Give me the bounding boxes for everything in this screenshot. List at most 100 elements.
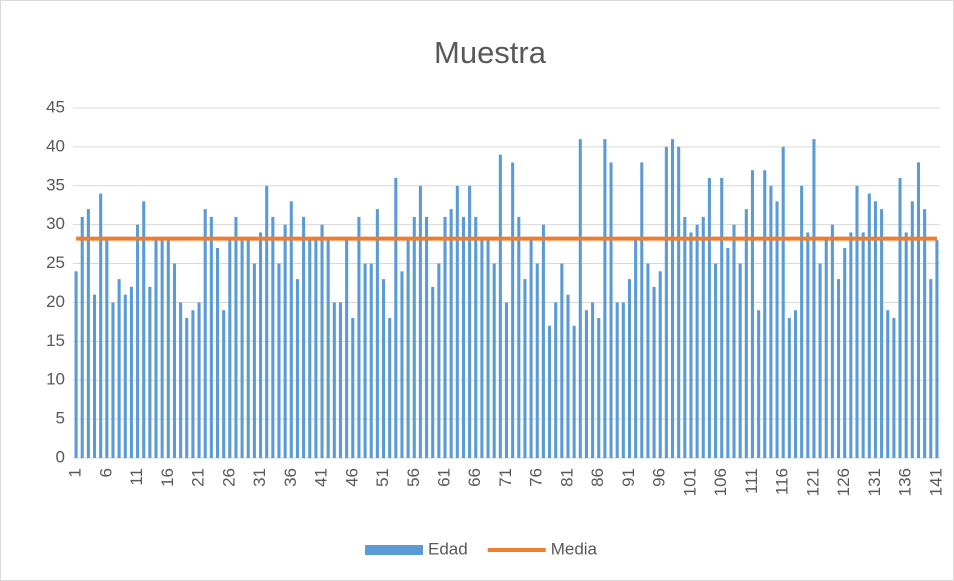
bar	[511, 162, 515, 458]
x-tick-label: 36	[281, 468, 300, 487]
bar	[449, 209, 453, 458]
bar	[277, 263, 281, 458]
bar	[572, 325, 576, 458]
bar	[129, 286, 133, 458]
bar	[670, 139, 675, 458]
bar	[849, 232, 853, 458]
bar	[750, 170, 754, 458]
bar	[726, 248, 730, 458]
bar	[738, 263, 742, 458]
y-tick-label: 35	[46, 175, 65, 194]
bar	[197, 302, 201, 458]
bar	[418, 185, 422, 458]
x-tick-label: 71	[496, 468, 515, 487]
y-tick-label: 5	[56, 409, 65, 428]
x-tick-label: 66	[465, 468, 484, 487]
x-tick-label: 31	[250, 468, 269, 487]
bar	[148, 286, 152, 458]
bar	[935, 240, 939, 458]
bar	[535, 263, 539, 458]
bar	[775, 201, 779, 459]
bar	[351, 318, 355, 458]
bar	[302, 216, 306, 458]
bar	[185, 318, 189, 458]
bar	[646, 263, 650, 458]
bar	[634, 240, 638, 458]
bar	[474, 216, 478, 458]
bar	[806, 232, 810, 458]
y-tick-label: 15	[46, 331, 65, 350]
bar	[215, 248, 220, 458]
bar	[541, 224, 545, 458]
bar	[111, 302, 115, 458]
bar	[627, 279, 632, 458]
bar	[609, 162, 613, 458]
bar	[99, 193, 103, 459]
bar	[707, 178, 711, 458]
bar	[123, 294, 127, 458]
bar	[314, 240, 318, 458]
x-tick-label: 81	[557, 468, 576, 487]
bar	[880, 209, 884, 458]
x-tick-label: 76	[527, 468, 546, 487]
bar	[529, 240, 533, 458]
x-tick-label: 96	[650, 468, 669, 487]
x-tick-label: 106	[711, 468, 730, 496]
bar	[265, 185, 269, 458]
bar	[916, 162, 921, 458]
y-tick-label: 25	[46, 253, 65, 272]
x-tick-label: 41	[312, 468, 331, 487]
bar	[714, 263, 718, 458]
y-tick-label: 45	[46, 97, 65, 116]
bar	[289, 201, 293, 459]
bar	[855, 185, 859, 458]
legend-label: Media	[551, 539, 598, 558]
bar	[240, 240, 244, 458]
bar	[597, 318, 601, 458]
bar	[400, 271, 404, 458]
x-tick-label: 121	[803, 468, 822, 496]
legend-swatch	[365, 545, 423, 555]
bar	[172, 263, 176, 458]
x-tick-label: 56	[404, 468, 423, 487]
x-tick-label: 101	[680, 468, 699, 496]
bar	[209, 216, 213, 458]
bar	[468, 185, 472, 458]
bar	[369, 263, 373, 458]
bar	[375, 209, 379, 458]
bar	[154, 240, 158, 458]
bar	[246, 240, 250, 458]
y-tick-label: 20	[46, 292, 65, 311]
bar	[781, 146, 785, 458]
bar	[308, 240, 312, 458]
bar	[179, 302, 183, 458]
x-tick-label: 61	[434, 468, 453, 487]
bar	[769, 185, 773, 458]
bar	[492, 263, 496, 458]
bar	[720, 178, 724, 458]
chart-title: Muestra	[434, 35, 547, 70]
bar	[873, 201, 877, 459]
bar	[394, 178, 398, 458]
bar	[92, 294, 97, 458]
bar	[800, 185, 804, 458]
bar	[117, 279, 121, 458]
bar	[603, 139, 607, 458]
y-tick-label: 30	[46, 214, 65, 233]
bar	[504, 302, 509, 458]
bar	[338, 302, 343, 458]
bar	[861, 232, 865, 458]
bar	[283, 224, 287, 458]
bar	[381, 279, 386, 458]
bar	[105, 240, 109, 458]
bar	[443, 216, 447, 458]
x-tick-label: 141	[926, 468, 945, 496]
bar	[498, 154, 502, 458]
x-tick-label: 1	[66, 468, 85, 477]
bar	[701, 216, 705, 458]
bar	[818, 263, 822, 458]
x-tick-label: 26	[219, 468, 238, 487]
y-tick-label: 10	[46, 370, 65, 389]
bar	[793, 310, 798, 458]
